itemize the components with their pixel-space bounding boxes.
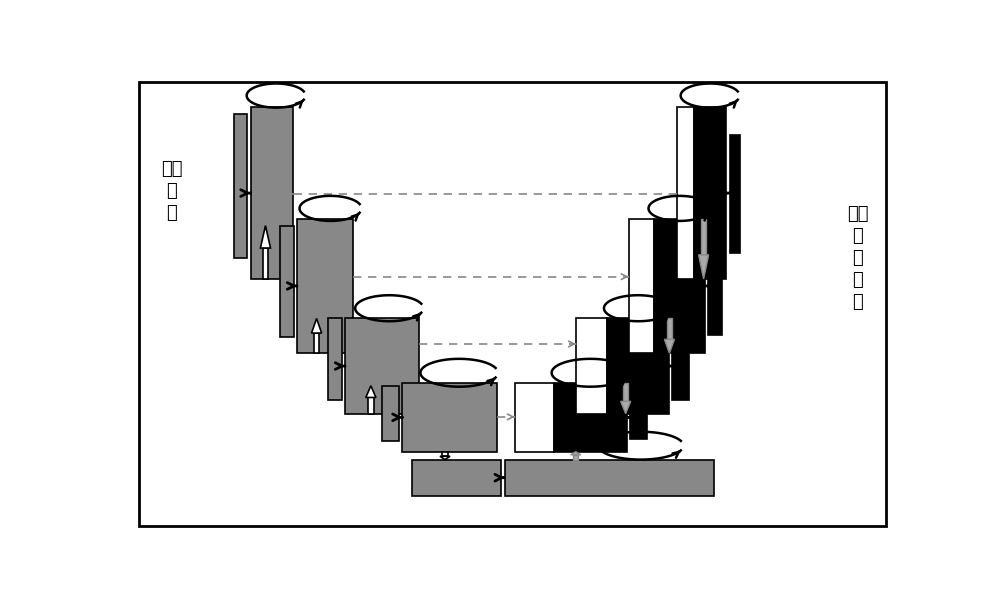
Bar bbox=[345, 318, 419, 414]
Text: 输出
分
割
结
果: 输出 分 割 结 果 bbox=[847, 204, 868, 312]
Polygon shape bbox=[664, 339, 674, 353]
Bar bbox=[667, 318, 672, 339]
Polygon shape bbox=[699, 255, 709, 279]
Bar bbox=[694, 107, 726, 279]
Bar bbox=[654, 219, 705, 353]
Bar bbox=[554, 383, 627, 452]
Bar bbox=[382, 386, 399, 441]
Polygon shape bbox=[260, 226, 271, 248]
Bar bbox=[623, 383, 628, 402]
Bar bbox=[677, 107, 694, 279]
Bar bbox=[630, 395, 647, 439]
Bar bbox=[701, 219, 706, 255]
Bar bbox=[573, 455, 578, 459]
Bar bbox=[368, 397, 374, 414]
Bar bbox=[672, 330, 689, 400]
Bar bbox=[442, 452, 448, 456]
Bar bbox=[730, 135, 740, 253]
Bar bbox=[328, 318, 342, 400]
Text: 输入
图
像: 输入 图 像 bbox=[161, 160, 182, 222]
Polygon shape bbox=[366, 386, 376, 397]
Bar bbox=[412, 459, 501, 496]
Polygon shape bbox=[312, 318, 322, 333]
Polygon shape bbox=[571, 452, 581, 455]
Bar bbox=[234, 114, 247, 258]
Bar bbox=[607, 318, 669, 414]
Bar bbox=[251, 107, 293, 279]
Bar bbox=[280, 226, 294, 337]
Bar bbox=[576, 318, 607, 414]
Bar bbox=[629, 219, 654, 353]
Bar bbox=[297, 219, 353, 353]
Bar bbox=[708, 237, 722, 335]
Polygon shape bbox=[621, 402, 631, 414]
Bar bbox=[515, 383, 554, 452]
Bar bbox=[263, 248, 268, 279]
Polygon shape bbox=[440, 456, 450, 459]
Bar bbox=[314, 333, 319, 353]
Bar bbox=[402, 383, 497, 452]
Bar bbox=[505, 459, 714, 496]
